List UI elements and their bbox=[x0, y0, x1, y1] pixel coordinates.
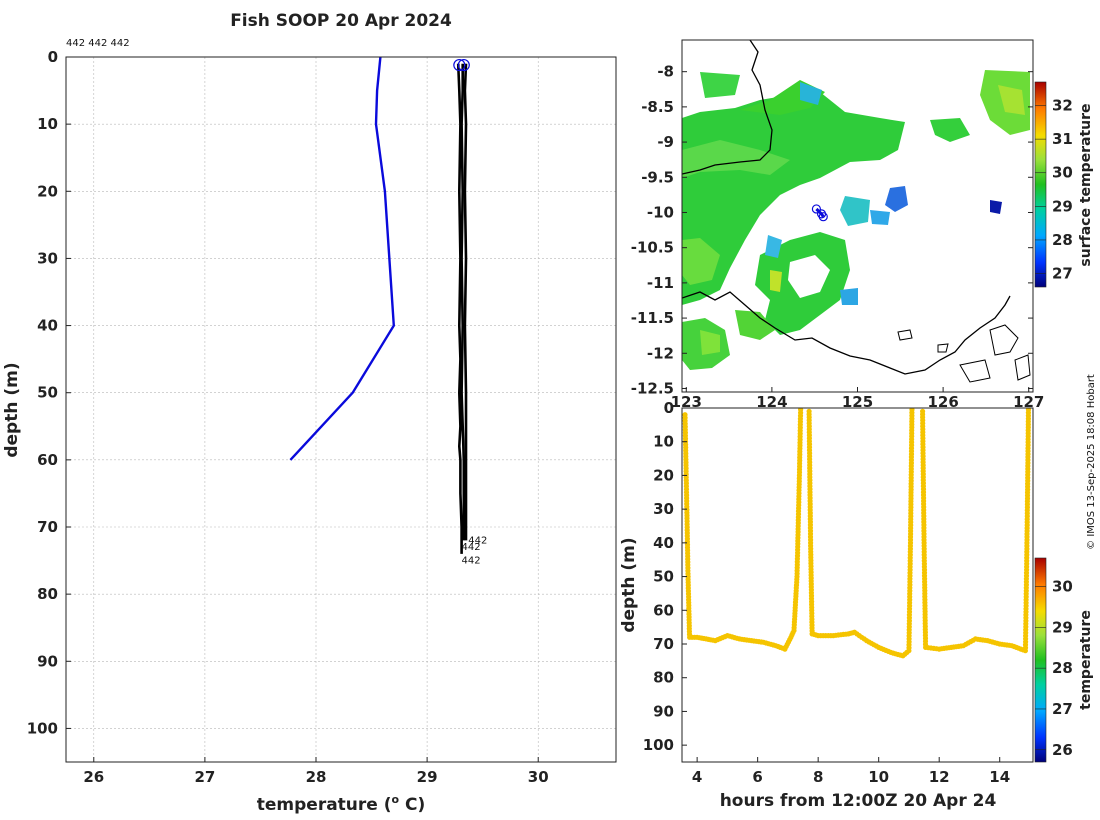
y-tick-label: 10 bbox=[37, 115, 58, 133]
profile-line bbox=[456, 63, 463, 554]
map-colorbar-label: surface temperature bbox=[1078, 103, 1094, 266]
map-y-tick-label: -12.5 bbox=[631, 379, 674, 397]
track-y-tick-label: 20 bbox=[653, 466, 674, 484]
map-colorbar-tick-label: 28 bbox=[1052, 231, 1073, 249]
profile-line bbox=[460, 63, 466, 541]
track-x-tick-label: 14 bbox=[989, 768, 1010, 786]
x-tick-label: 26 bbox=[83, 768, 104, 786]
map-y-tick-label: -10 bbox=[647, 203, 674, 221]
profile-x-axis-label: temperature (o C) bbox=[257, 793, 426, 815]
track-y-tick-label: 70 bbox=[653, 635, 674, 653]
coastline-north bbox=[682, 40, 773, 175]
map-x-tick-label: 124 bbox=[756, 393, 787, 411]
vessel-track-marker bbox=[818, 212, 828, 222]
track-plot-frame bbox=[681, 407, 1034, 763]
track-x-tick-label: 6 bbox=[752, 768, 762, 786]
map-colorbar-tick-label: 32 bbox=[1052, 97, 1073, 115]
track-colorbar-tick-label: 29 bbox=[1052, 618, 1073, 636]
track-y-tick-label: 50 bbox=[653, 568, 674, 586]
map-y-tick-label: -12 bbox=[647, 344, 674, 362]
map-y-tick-label: -9 bbox=[657, 133, 674, 151]
y-tick-label: 80 bbox=[37, 585, 58, 603]
track-y-tick-label: 80 bbox=[653, 669, 674, 687]
track-y-axis-label: depth (m) bbox=[619, 537, 639, 632]
track-colorbar-tick-label: 27 bbox=[1052, 700, 1073, 718]
map-y-tick-label: -8.5 bbox=[641, 98, 674, 116]
track-point bbox=[909, 408, 915, 413]
y-tick-label: 30 bbox=[37, 249, 58, 267]
x-tick-label: 28 bbox=[306, 768, 327, 786]
profile-start-marker bbox=[453, 58, 466, 72]
track-x-axis-label: hours from 12:00Z 20 Apr 24 bbox=[720, 791, 997, 811]
map-colorbar-tick-label: 29 bbox=[1052, 197, 1073, 215]
profile-line bbox=[289, 57, 396, 461]
map-x-tick-label: 127 bbox=[1013, 393, 1044, 411]
chart-title: Fish SOOP 20 Apr 2024 bbox=[230, 11, 452, 31]
coastline-south bbox=[682, 291, 1011, 375]
vessel-track-line bbox=[815, 207, 825, 218]
track-y-tick-label: 30 bbox=[653, 500, 674, 518]
map-colorbar-tick-label: 31 bbox=[1052, 130, 1073, 148]
profile-plot-frame bbox=[65, 56, 617, 763]
track-y-tick-label: 40 bbox=[653, 534, 674, 552]
track-x-tick-label: 10 bbox=[868, 768, 889, 786]
track-colorbar-tick-label: 30 bbox=[1052, 578, 1073, 596]
track-colorbar-tick-label: 26 bbox=[1052, 741, 1073, 759]
profile-y-axis-label: depth (m) bbox=[2, 362, 22, 457]
x-tick-label: 29 bbox=[417, 768, 438, 786]
map-x-tick-label: 125 bbox=[842, 393, 873, 411]
map-y-tick-label: -11.5 bbox=[631, 309, 674, 327]
map-colorbar-tick-label: 30 bbox=[1052, 164, 1073, 182]
map-y-tick-label: -11 bbox=[647, 274, 674, 292]
map-colorbar-tick-label: 27 bbox=[1052, 265, 1073, 283]
profile-end-label: 442 bbox=[462, 556, 481, 567]
profile-ids-label: 442 442 442 bbox=[66, 38, 130, 49]
map-x-tick-label: 126 bbox=[927, 393, 958, 411]
track-y-tick-label: 90 bbox=[653, 702, 674, 720]
coastline-islands bbox=[897, 324, 1031, 383]
track-y-tick-label: 0 bbox=[664, 399, 674, 417]
sst-field bbox=[682, 40, 1031, 383]
track-x-tick-label: 8 bbox=[813, 768, 823, 786]
y-tick-label: 50 bbox=[37, 384, 58, 402]
x-tick-label: 30 bbox=[528, 768, 549, 786]
map-y-tick-label: -10.5 bbox=[631, 239, 674, 257]
y-tick-label: 90 bbox=[37, 652, 58, 670]
map-colorbar bbox=[1034, 81, 1047, 288]
map-y-tick-label: -8 bbox=[657, 63, 674, 81]
y-tick-label: 40 bbox=[37, 317, 58, 335]
track-colorbar-tick-label: 28 bbox=[1052, 659, 1073, 677]
track-y-tick-label: 60 bbox=[653, 601, 674, 619]
profile-end-label: 442 bbox=[462, 542, 481, 553]
track-colorbar-label: temperature bbox=[1078, 610, 1094, 710]
profile-end-label: 442 bbox=[468, 535, 487, 546]
track-y-tick-label: 10 bbox=[653, 433, 674, 451]
profile-start-marker bbox=[457, 58, 470, 72]
y-tick-label: 0 bbox=[48, 48, 58, 66]
track-y-tick-label: 100 bbox=[643, 736, 674, 754]
y-tick-label: 60 bbox=[37, 451, 58, 469]
vessel-track-marker bbox=[811, 204, 822, 214]
x-tick-label: 27 bbox=[194, 768, 215, 786]
map-x-tick-label: 123 bbox=[671, 393, 702, 411]
track-x-tick-label: 4 bbox=[692, 768, 702, 786]
profile-line bbox=[463, 63, 468, 541]
y-tick-label: 70 bbox=[37, 518, 58, 536]
map-y-tick-label: -9.5 bbox=[641, 168, 674, 186]
y-tick-label: 100 bbox=[27, 719, 58, 737]
depth-time-plot: 4 6 8 10 12 14 0 10 20 30 40 50 60 70 80 90 100 hours fr… bbox=[619, 399, 1094, 811]
track-colorbar bbox=[1034, 557, 1047, 763]
credit-text: © IMOS 13-Sep-2025 18:08 Hobart bbox=[1086, 374, 1097, 550]
y-tick-label: 20 bbox=[37, 182, 58, 200]
track-point bbox=[798, 408, 804, 413]
track-x-tick-label: 12 bbox=[929, 768, 950, 786]
track-point bbox=[1025, 408, 1032, 413]
sst-patch-west bbox=[682, 70, 1030, 370]
